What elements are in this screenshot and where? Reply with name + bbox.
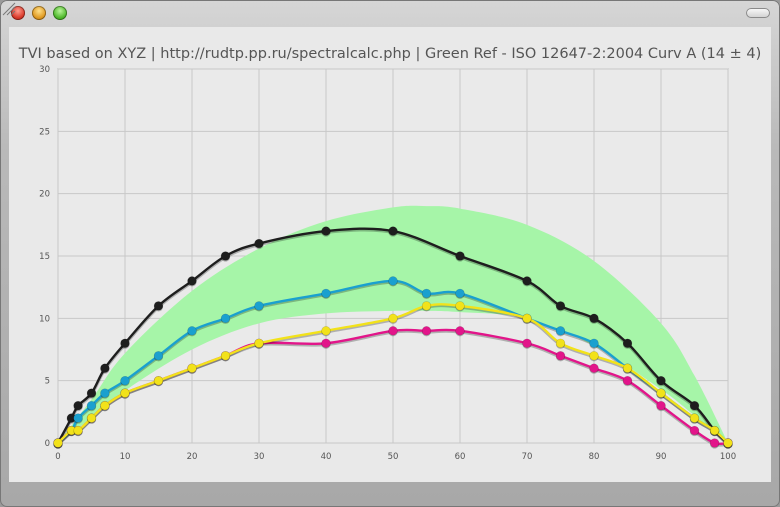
data-point — [555, 301, 566, 311]
data-point — [622, 363, 633, 373]
data-point — [421, 326, 432, 336]
data-point — [100, 388, 110, 398]
data-point — [421, 288, 432, 299]
data-point — [321, 288, 331, 299]
data-point — [321, 226, 331, 236]
data-point — [153, 351, 164, 361]
data-point — [388, 326, 398, 336]
data-point — [689, 400, 700, 411]
data-point — [656, 400, 666, 411]
data-point — [522, 313, 532, 324]
tolerance-band-area — [58, 205, 728, 443]
data-point — [656, 388, 666, 398]
y-tick-label: 0 — [45, 439, 50, 449]
data-point — [589, 351, 599, 361]
data-point — [220, 351, 231, 361]
data-point — [73, 400, 83, 411]
data-point — [220, 251, 231, 261]
data-point — [709, 425, 720, 436]
chart-area: TVI based on XYZ | http://rudtp.pp.ru/sp… — [9, 27, 771, 482]
resize-grip-icon[interactable] — [0, 0, 16, 16]
data-point — [455, 326, 465, 336]
data-point — [555, 338, 566, 348]
data-point — [153, 301, 164, 311]
data-point — [522, 276, 532, 286]
data-point — [388, 313, 398, 324]
data-point — [622, 375, 633, 386]
toolbar-toggle-button[interactable] — [746, 8, 770, 18]
zoom-button[interactable] — [53, 6, 67, 20]
data-point — [73, 413, 83, 423]
data-point — [120, 375, 130, 386]
data-point — [388, 226, 398, 236]
chart-title: TVI based on XYZ | http://rudtp.pp.ru/sp… — [18, 46, 762, 62]
data-point — [254, 301, 264, 311]
x-tick-label: 50 — [388, 452, 399, 462]
x-tick-label: 70 — [522, 452, 533, 462]
x-tick-label: 40 — [321, 452, 332, 462]
x-tick-label: 20 — [187, 452, 198, 462]
data-point — [689, 425, 700, 436]
x-tick-label: 30 — [254, 452, 265, 462]
data-point — [321, 338, 331, 348]
y-tick-label: 5 — [45, 377, 50, 387]
data-point — [187, 363, 197, 373]
data-point — [153, 375, 164, 386]
minimize-button[interactable] — [32, 6, 46, 20]
series-3 — [53, 301, 733, 449]
data-point — [723, 438, 733, 448]
x-tick-label: 0 — [55, 452, 60, 462]
close-button[interactable] — [11, 6, 25, 20]
series-layer — [53, 226, 733, 449]
data-point — [709, 438, 720, 448]
y-tick-label: 10 — [39, 314, 50, 324]
data-point — [589, 313, 599, 324]
data-point — [388, 276, 398, 286]
data-point — [120, 388, 130, 398]
data-point — [522, 338, 532, 348]
data-point — [187, 326, 197, 336]
data-point — [421, 301, 432, 311]
x-tick-label: 10 — [120, 452, 131, 462]
title-bar[interactable] — [0, 0, 780, 26]
series-line — [57, 303, 729, 444]
data-point — [555, 326, 566, 336]
y-tick-label: 25 — [39, 127, 50, 137]
axis-labels: 0 10 20 30 40 50 60 70 80 90 100 0 5 10 15 20 25 30 — [39, 65, 736, 462]
x-tick-label: 100 — [720, 452, 736, 462]
data-point — [555, 351, 566, 361]
data-point — [120, 338, 130, 348]
data-point — [100, 363, 110, 373]
y-tick-label: 30 — [39, 65, 50, 75]
x-tick-label: 90 — [656, 452, 667, 462]
series-0 — [53, 226, 733, 449]
data-point — [220, 313, 231, 324]
data-point — [86, 388, 97, 398]
data-point — [321, 326, 331, 336]
data-point — [455, 251, 465, 261]
data-point — [455, 301, 465, 311]
y-tick-label: 15 — [39, 252, 50, 262]
data-point — [73, 425, 83, 436]
data-point — [656, 375, 666, 386]
x-tick-label: 60 — [455, 452, 466, 462]
data-point — [86, 413, 97, 423]
tvi-chart: TVI based on XYZ | http://rudtp.pp.ru/sp… — [18, 46, 762, 462]
data-point — [86, 400, 97, 411]
data-point — [254, 238, 264, 249]
data-point — [100, 400, 110, 411]
data-point — [622, 338, 633, 348]
data-point — [689, 413, 700, 423]
data-point — [187, 276, 197, 286]
data-point — [455, 288, 465, 299]
data-point — [589, 338, 599, 348]
y-tick-label: 20 — [39, 190, 50, 200]
data-point — [589, 363, 599, 373]
tolerance-band — [58, 205, 728, 443]
data-point — [254, 338, 264, 348]
x-tick-label: 80 — [589, 452, 600, 462]
data-point — [53, 438, 63, 448]
